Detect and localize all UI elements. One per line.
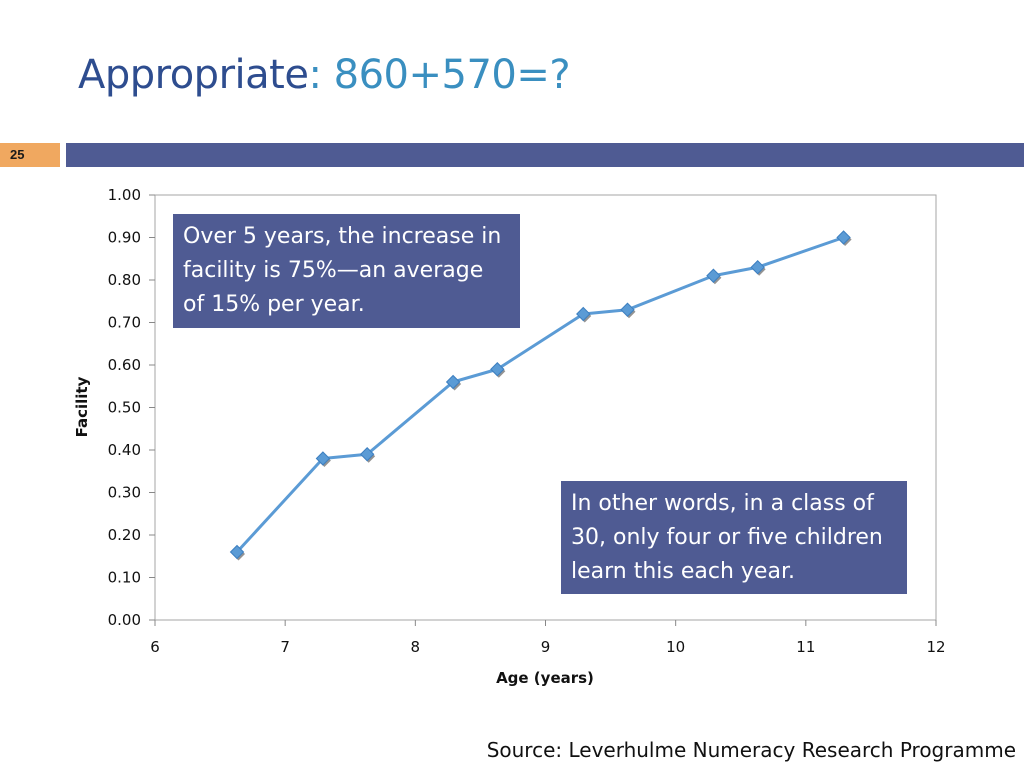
x-tick-label: 7: [280, 638, 290, 656]
y-tick-label: 0.40: [108, 441, 141, 459]
slide-title: Appropriate: 860+570=?: [78, 52, 571, 98]
x-axis-label: Age (years): [496, 669, 594, 687]
data-point: [706, 268, 721, 283]
x-tick-label: 12: [926, 638, 945, 656]
x-tick-label: 10: [666, 638, 685, 656]
y-tick-label: 1.00: [108, 186, 141, 204]
y-tick-label: 0.20: [108, 526, 141, 544]
data-point: [576, 306, 591, 322]
y-tick-label: 0.80: [108, 271, 141, 289]
title-expression: : 860+570=?: [308, 52, 571, 98]
data-point: [315, 451, 331, 466]
data-point: [490, 362, 505, 377]
y-tick-label: 0.00: [108, 611, 141, 629]
callout-increase: Over 5 years, the increase in facility i…: [173, 214, 520, 328]
callout-class-example: In other words, in a class of 30, only f…: [561, 481, 907, 594]
y-tick-label: 0.50: [108, 399, 141, 417]
title-main: Appropriate: [78, 52, 309, 98]
y-tick-label: 0.90: [108, 229, 141, 247]
x-tick-label: 11: [796, 638, 815, 656]
data-point: [620, 302, 635, 317]
y-axis: 0.00 0.10 0.20 0.30 0.40 0.50 0.60 0.70 0.80 0.90…: [108, 186, 155, 629]
source-note: Source: Leverhulme Numeracy Research Pro…: [486, 738, 1016, 762]
data-point: [750, 260, 765, 275]
data-point: [445, 374, 461, 390]
y-tick-label: 0.10: [108, 569, 141, 587]
header-divider-bar: [66, 143, 1024, 167]
y-tick-label: 0.70: [108, 314, 141, 332]
x-tick-label: 8: [411, 638, 421, 656]
page-number-badge: 25: [0, 143, 60, 167]
y-tick-label: 0.60: [108, 356, 141, 374]
y-axis-label: Facility: [73, 376, 91, 437]
data-point: [359, 447, 375, 462]
series-group: [229, 230, 852, 561]
y-tick-label: 0.30: [108, 484, 141, 502]
x-tick-label: 6: [150, 638, 160, 656]
data-point: [836, 230, 851, 245]
x-tick-label: 9: [541, 638, 551, 656]
data-point: [229, 544, 245, 560]
x-axis: 6 7 8 9 10 11 12: [150, 620, 946, 656]
series-line: [235, 236, 845, 554]
